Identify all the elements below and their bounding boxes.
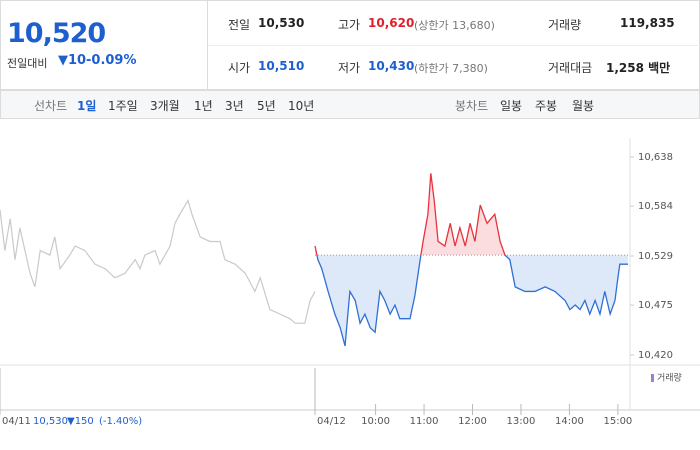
tab-group-label: 선차트 — [34, 99, 68, 113]
field-note: (하한가 7,380) — [414, 62, 488, 75]
tab[interactable]: 1일 — [77, 99, 97, 113]
change: ▼10 — [58, 53, 87, 68]
tab[interactable]: 일봉 — [500, 99, 523, 113]
chart: 거래량 10,530 ▼150 (-1.40%) 10,638 10,584 10,… — [0, 138, 700, 427]
field-value: 10,620 — [368, 16, 415, 30]
x-tick-label: 13:00 — [507, 416, 536, 427]
tab[interactable]: 1년 — [194, 99, 213, 113]
field-value: 1,258 백만 — [606, 61, 671, 75]
tab-group-label: 봉차트 — [455, 99, 489, 113]
tab[interactable]: 3개월 — [150, 99, 180, 113]
x-tick-label: 11:00 — [410, 416, 439, 427]
y-tick-label: 10,638 — [638, 152, 673, 163]
field-label: 시가 — [228, 61, 251, 75]
change-rate: -0.09% — [86, 53, 137, 68]
x-tick-label: 04/11 — [2, 416, 31, 427]
y-tick-label: 10,475 — [638, 300, 673, 311]
field-note: (상한가 13,680) — [414, 19, 495, 32]
field-label: 거래대금 — [548, 61, 593, 75]
divider — [207, 0, 208, 90]
tab-bar — [0, 90, 700, 119]
area — [315, 173, 629, 346]
prev-price: 10,530 — [33, 416, 68, 427]
y-tick-label: 10,529 — [638, 251, 673, 262]
prev-rate: (-1.40%) — [99, 416, 142, 427]
field-value: 10,510 — [258, 59, 305, 73]
tab[interactable]: 5년 — [257, 99, 276, 113]
legend-label: 거래량 — [657, 372, 682, 384]
tab[interactable]: 주봉 — [535, 99, 558, 113]
price-line — [0, 199, 316, 324]
field-value: 10,430 — [368, 59, 415, 73]
x-tick-label: 10:00 — [361, 416, 390, 427]
x-tick-label: 15:00 — [603, 416, 632, 427]
x-tick-label: 12:00 — [458, 416, 487, 427]
x-tick-label: 04/12 — [317, 416, 346, 427]
x-tick-label: 14:00 — [555, 416, 584, 427]
price-line — [314, 173, 629, 347]
tab[interactable]: 3년 — [225, 99, 244, 113]
tab[interactable]: 1주일 — [108, 99, 138, 113]
divider — [208, 45, 700, 46]
y-tick-label: 10,420 — [638, 350, 673, 361]
y-tick-label: 10,584 — [638, 201, 673, 212]
field-label: 고가 — [338, 18, 361, 32]
current-price: 10,520 — [7, 18, 106, 49]
prev-change: ▼150 — [67, 416, 94, 427]
field-label: 전일 — [228, 18, 251, 32]
field-value: 10,530 — [258, 16, 305, 30]
tab[interactable]: 월봉 — [572, 99, 595, 113]
field-label: 저가 — [338, 61, 361, 75]
field-value: 119,835 — [620, 16, 675, 30]
field-label: 거래량 — [548, 18, 582, 32]
tab[interactable]: 10년 — [288, 99, 315, 113]
legend-swatch — [651, 374, 654, 382]
change-label: 전일대비 — [7, 57, 48, 70]
